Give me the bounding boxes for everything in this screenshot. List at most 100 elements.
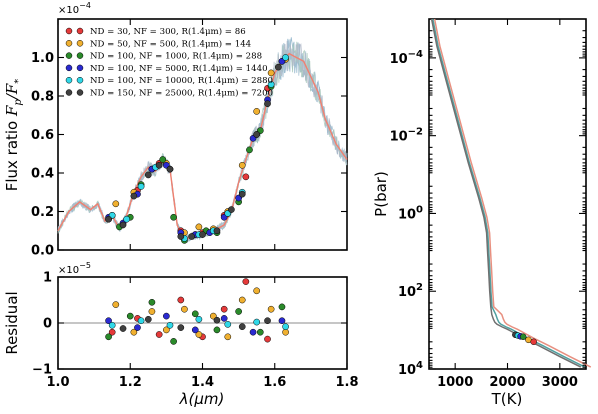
tp-x-tick-label: 1000 bbox=[437, 375, 473, 390]
residual-point bbox=[177, 296, 185, 304]
tp-profile-panel: 1000 2000 3000 10−4 10−2 100 102 104 P(bar) T(K… bbox=[372, 18, 592, 408]
residual-x-tick-label: 1.6 bbox=[263, 375, 286, 390]
residual-point bbox=[235, 308, 242, 315]
residual-point bbox=[195, 315, 203, 323]
residual-point bbox=[264, 335, 271, 343]
spectrum-point bbox=[246, 146, 253, 154]
residual-point bbox=[155, 331, 163, 338]
legend-marker bbox=[76, 27, 84, 35]
residual-point bbox=[213, 316, 221, 324]
spectrum-point bbox=[195, 223, 203, 231]
residual-y-tick-label: 0 bbox=[43, 317, 52, 332]
spectrum-points-group bbox=[105, 54, 289, 244]
legend-entry-label: ND = 30, NF = 300, R(1.4μm) = 86 bbox=[90, 26, 246, 37]
residual-point bbox=[195, 331, 203, 338]
spectrum-point bbox=[264, 100, 271, 108]
residual-point bbox=[224, 333, 232, 341]
residual-point bbox=[137, 317, 145, 325]
residual-point bbox=[108, 328, 116, 336]
legend-marker bbox=[65, 76, 73, 84]
residual-x-tick-label: 1.2 bbox=[119, 375, 142, 390]
legend-marker bbox=[65, 64, 73, 72]
spectrum-point bbox=[199, 231, 206, 238]
spectrum-point bbox=[228, 206, 235, 213]
residual-y-tick-label: −1 bbox=[32, 363, 52, 378]
residual-point bbox=[130, 328, 138, 336]
tp-point bbox=[519, 333, 527, 340]
residual-point bbox=[238, 296, 246, 304]
residual-x-axis-label: λ(μm) bbox=[179, 390, 225, 408]
residual-point bbox=[163, 312, 170, 320]
spectrum-point bbox=[253, 131, 261, 138]
spectrum-y-axis-label: Flux ratio Fp/F* bbox=[3, 79, 24, 192]
spectrum-point bbox=[155, 161, 163, 169]
spectrum-point bbox=[267, 69, 275, 77]
residual-point bbox=[249, 328, 257, 336]
legend-marker bbox=[65, 52, 73, 59]
residual-point bbox=[108, 321, 116, 329]
tp-profile-line bbox=[430, 18, 582, 368]
tp-y-tick-label: 102 bbox=[398, 282, 423, 300]
tp-x-tick-label: 2000 bbox=[489, 375, 525, 390]
legend-marker bbox=[76, 40, 84, 47]
legend-marker bbox=[76, 64, 84, 72]
residual-panel: −1 0 1 1.0 1.2 1.4 1.6 1.8 ×10−5 Residual λ(μm) bbox=[3, 261, 359, 408]
residual-point bbox=[242, 278, 250, 285]
tp-profile-line bbox=[433, 18, 592, 368]
residual-point bbox=[267, 305, 275, 313]
legend-marker bbox=[65, 40, 73, 47]
spectrum-point bbox=[123, 215, 130, 223]
residual-point bbox=[112, 301, 120, 308]
residual-point bbox=[278, 317, 286, 325]
residual-point bbox=[177, 324, 185, 331]
spectrum-y-tick-label: 0.8 bbox=[31, 90, 54, 105]
noisy-spectrum-line bbox=[57, 40, 348, 243]
legend-entry-label: ND = 150, NF = 25000, R(1.4μm) = 7200 bbox=[90, 88, 273, 99]
tp-axes-frame bbox=[428, 18, 587, 370]
spectrum-point bbox=[177, 233, 185, 240]
tp-y-tick-label: 100 bbox=[398, 204, 423, 222]
legend-marker bbox=[65, 27, 73, 35]
residual-point bbox=[191, 310, 199, 318]
residual-point bbox=[126, 312, 134, 320]
tp-y-tick-label: 104 bbox=[398, 360, 423, 378]
spectrum-point bbox=[267, 81, 275, 88]
tp-points-group bbox=[512, 331, 537, 346]
spectrum-point bbox=[144, 171, 152, 179]
spectrum-point bbox=[159, 156, 167, 163]
legend-entry-label: ND = 50, NF = 500, R(1.4μm) = 144 bbox=[90, 38, 252, 49]
residual-points-group bbox=[105, 278, 289, 345]
spectrum-point bbox=[238, 161, 246, 169]
spectrum-y-tick-label: 1.0 bbox=[31, 51, 54, 66]
residual-point bbox=[105, 317, 112, 325]
spectrum-point bbox=[119, 221, 127, 229]
residual-point bbox=[213, 326, 221, 334]
spectrum-point bbox=[188, 233, 196, 240]
residual-point bbox=[253, 287, 261, 295]
spectrum-point bbox=[213, 227, 221, 235]
residual-point bbox=[181, 305, 188, 313]
spectrum-point bbox=[130, 192, 138, 200]
tp-profile-line bbox=[432, 18, 586, 368]
tp-ticks: 1000 2000 3000 10−4 10−2 100 102 104 bbox=[390, 19, 586, 390]
residual-y-multiplier: ×10−5 bbox=[58, 261, 91, 276]
residual-point bbox=[148, 298, 156, 306]
spectrum-y-tick-label: 0.6 bbox=[31, 128, 54, 143]
legend-marker bbox=[65, 89, 73, 96]
spectrum-point bbox=[282, 54, 289, 61]
legend-entry-label: ND = 100, NF = 1000, R(1.4μm) = 288 bbox=[90, 51, 262, 62]
spectrum-point bbox=[242, 173, 250, 181]
spectrum-y-tick-label: 0.0 bbox=[31, 244, 54, 259]
tp-x-tick-label: 3000 bbox=[542, 375, 578, 390]
legend-entry-label: ND = 100, NF = 5000, R(1.4μm) = 1440 bbox=[90, 63, 268, 74]
spectrum-y-tick-label: 0.4 bbox=[31, 167, 54, 182]
tp-y-tick-label: 10−4 bbox=[390, 49, 423, 67]
residual-point bbox=[166, 321, 174, 329]
residual-point bbox=[282, 323, 289, 331]
residual-x-tick-label: 1.4 bbox=[191, 375, 214, 390]
spectrum-y-ticks: 0.0 0.2 0.4 0.6 0.8 1.0 bbox=[31, 19, 347, 259]
spectrum-y-tick-label: 0.2 bbox=[31, 205, 54, 220]
tp-x-axis-label: T(K) bbox=[491, 390, 523, 408]
residual-point bbox=[105, 333, 112, 341]
